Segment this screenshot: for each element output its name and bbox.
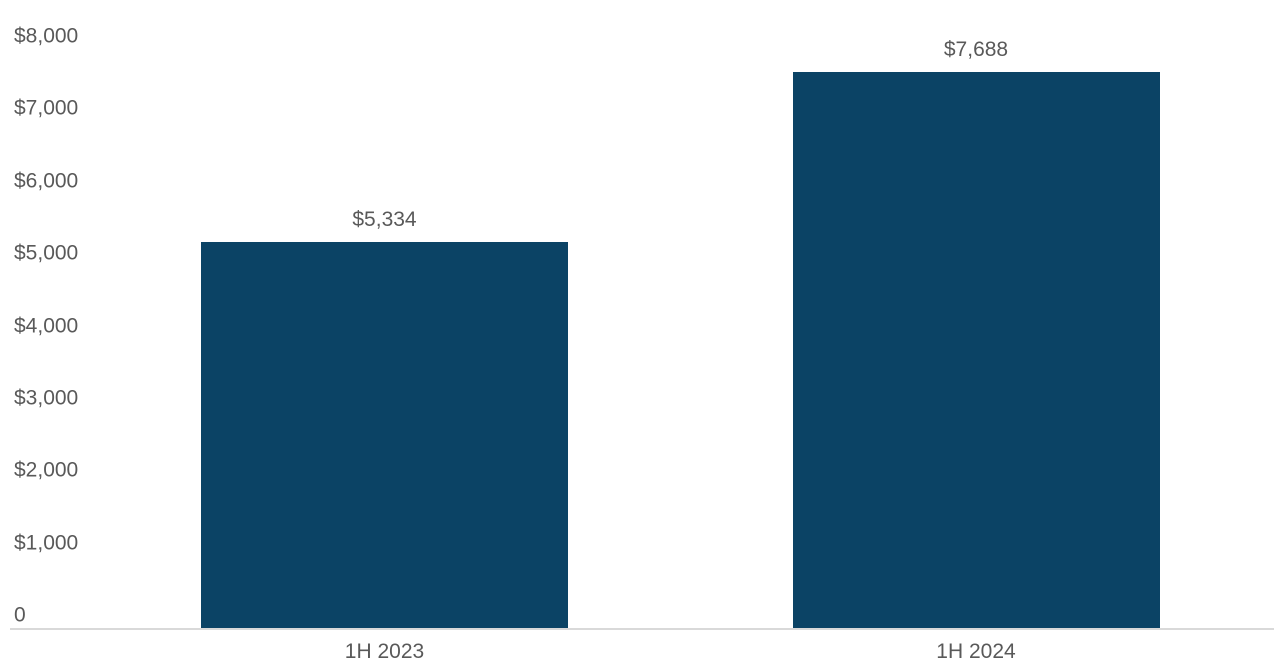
y-axis-tick-label: $7,000 (14, 96, 79, 120)
y-axis-tick-label: $2,000 (14, 458, 79, 482)
y-axis-tick-label: $6,000 (14, 169, 79, 193)
y-axis-tick-label: $8,000 (14, 24, 79, 48)
x-axis-line (10, 628, 1274, 630)
x-axis-category-label: 1H 2024 (936, 640, 1016, 663)
y-axis-tick-label: $4,000 (14, 314, 79, 337)
bar-1h-2024 (792, 71, 1160, 628)
y-axis-tick-label: 0 (14, 603, 26, 627)
bar-1h-2023 (201, 241, 568, 628)
y-axis-tick-label: $3,000 (14, 386, 79, 410)
y-axis-tick-label: $1,000 (14, 531, 79, 555)
bar-value-label: $7,688 (943, 37, 1009, 61)
x-axis-category-label: 1H 2023 (344, 640, 425, 663)
bar-value-label: $5,334 (352, 207, 417, 231)
y-axis-tick-label: $5,000 (14, 241, 79, 265)
